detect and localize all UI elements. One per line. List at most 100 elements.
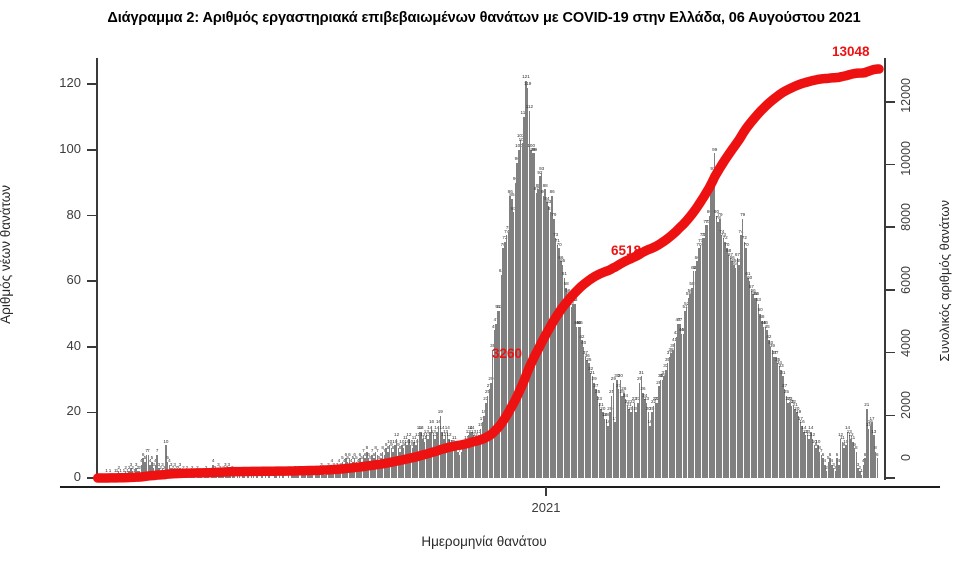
bar-value-label: 26 bbox=[640, 386, 646, 392]
bar-value-label: 30 bbox=[617, 372, 623, 378]
y-tick-label-left: 100 bbox=[59, 140, 81, 156]
bar bbox=[268, 474, 270, 478]
bar bbox=[105, 474, 108, 478]
bar-value-label: 12 bbox=[810, 432, 816, 438]
bar-value-label: 79 bbox=[551, 212, 557, 218]
bar-value-label: 121 bbox=[522, 74, 530, 80]
bar bbox=[287, 474, 289, 478]
bar-value-label: 31 bbox=[589, 369, 595, 375]
bar-value-label: 23 bbox=[643, 395, 650, 401]
bar-value-label: 4 bbox=[823, 458, 827, 464]
bar-value-label: 88 bbox=[542, 182, 548, 188]
bar-value-label: 19 bbox=[437, 409, 443, 415]
y-tick-label-left: 20 bbox=[66, 403, 81, 419]
bar-value-label: 1 bbox=[264, 468, 267, 474]
bar-value-label: 23 bbox=[596, 395, 602, 401]
bar-value-label: 50 bbox=[757, 307, 763, 313]
bar-value-label: 6 bbox=[835, 451, 839, 457]
bar-value-label: 1 bbox=[252, 468, 255, 474]
bar-value-label: 31 bbox=[638, 369, 644, 375]
bar-value-label: 99 bbox=[712, 146, 718, 152]
bar bbox=[193, 474, 195, 478]
bar-value-label: 72 bbox=[741, 235, 747, 241]
y-tick-left bbox=[87, 280, 96, 282]
y-tick-right bbox=[886, 477, 895, 479]
bar-value-label: 3 bbox=[227, 461, 231, 467]
bar-value-label: 24 bbox=[623, 392, 629, 398]
annotation-6518: 6518 bbox=[611, 243, 642, 258]
bar-value-label: 3 bbox=[178, 461, 182, 467]
bar bbox=[247, 474, 249, 478]
y-tick-left bbox=[87, 345, 96, 348]
bar-value-label: 61 bbox=[561, 271, 567, 277]
bar-value-label: 1 bbox=[105, 468, 108, 474]
bar-value-label: 65 bbox=[560, 258, 566, 264]
x-axis-label: Ημερομηνία θανάτου bbox=[421, 534, 547, 549]
bar-value-label: 6 bbox=[828, 451, 832, 457]
bar-value-label: 1 bbox=[199, 468, 203, 474]
bar-value-label: 55 bbox=[567, 290, 573, 296]
bar-value-label: 1 bbox=[192, 468, 196, 474]
bar-value-label: 13 bbox=[871, 428, 877, 434]
bar-value-label: 112 bbox=[525, 103, 534, 109]
bar bbox=[311, 474, 314, 478]
bar-value-label: 42 bbox=[579, 333, 585, 339]
bar bbox=[109, 474, 111, 478]
y-tick-label-right: 12000 bbox=[899, 77, 913, 113]
bar-value-label: 1 bbox=[246, 468, 250, 474]
bar bbox=[876, 458, 878, 478]
y-tick-right bbox=[886, 351, 895, 354]
bar-value-label: 1 bbox=[243, 468, 246, 474]
y-tick-label-left: 60 bbox=[66, 272, 81, 288]
bar-value-label: 12 bbox=[394, 432, 400, 438]
bar-value-label: 93 bbox=[539, 166, 545, 172]
bar-value-label: 70 bbox=[556, 241, 562, 247]
bar-value-label: 6 bbox=[821, 451, 825, 457]
bar-value-label: 14 bbox=[808, 425, 814, 431]
bar-value-label: 42 bbox=[766, 333, 772, 339]
bar-value-label: 1 bbox=[255, 468, 259, 474]
y-tick-label-right: 0 bbox=[899, 454, 913, 461]
annotation-13048: 13048 bbox=[832, 44, 870, 59]
y-tick-label-right: 6000 bbox=[899, 265, 913, 294]
bar-value-label: 27 bbox=[782, 382, 788, 388]
y-tick-label-right: 8000 bbox=[899, 203, 913, 232]
y-axis-left-label: Αριθμός νέων θανάτων bbox=[0, 185, 13, 324]
bar-value-label: 8 bbox=[874, 445, 877, 451]
bar bbox=[207, 474, 209, 478]
bar-value-label: 8 bbox=[855, 445, 858, 451]
plot-area: 1111211212321322465774534732321054323223… bbox=[97, 58, 880, 478]
y-tick-left bbox=[87, 149, 96, 151]
y-tick-label-right: 10000 bbox=[899, 140, 913, 176]
y-tick-right bbox=[886, 226, 895, 229]
bar-value-label: 1 bbox=[119, 468, 122, 474]
y-axis-right-label: Συνολικός αριθμός θανάτων bbox=[937, 200, 952, 362]
bar-value-label: 99 bbox=[532, 146, 538, 152]
bar-value-label: 1 bbox=[238, 468, 241, 474]
y-axis-right-line bbox=[884, 58, 886, 480]
bar-value-label: 7 bbox=[376, 448, 379, 454]
bar-value-label: 6 bbox=[348, 451, 351, 457]
bar bbox=[252, 474, 255, 478]
bar-value-label: 1 bbox=[206, 468, 210, 474]
bar-value-label: 70 bbox=[743, 241, 749, 247]
bar bbox=[119, 474, 122, 478]
bar bbox=[275, 474, 277, 478]
bar-value-label: 35 bbox=[586, 356, 592, 362]
x-axis-tick-label: 2021 bbox=[531, 500, 561, 515]
bar-value-label: 16 bbox=[429, 418, 435, 424]
y-tick-left bbox=[87, 477, 96, 479]
bar-value-label: 27 bbox=[593, 382, 599, 388]
bar bbox=[233, 474, 235, 478]
bar bbox=[200, 474, 202, 478]
y-tick-left bbox=[87, 83, 96, 86]
y-tick-label-left: 120 bbox=[59, 75, 81, 91]
y-tick-label-left: 40 bbox=[66, 337, 81, 353]
x-axis-tick bbox=[545, 487, 547, 496]
bar bbox=[243, 474, 246, 478]
bar-value-label: 11 bbox=[451, 435, 457, 441]
bar-value-label: 39 bbox=[769, 343, 775, 349]
bar-value-label: 58 bbox=[563, 281, 569, 287]
chart-title: Διάγραμμα 2: Αριθμός εργαστηριακά επιβεβ… bbox=[107, 10, 861, 26]
